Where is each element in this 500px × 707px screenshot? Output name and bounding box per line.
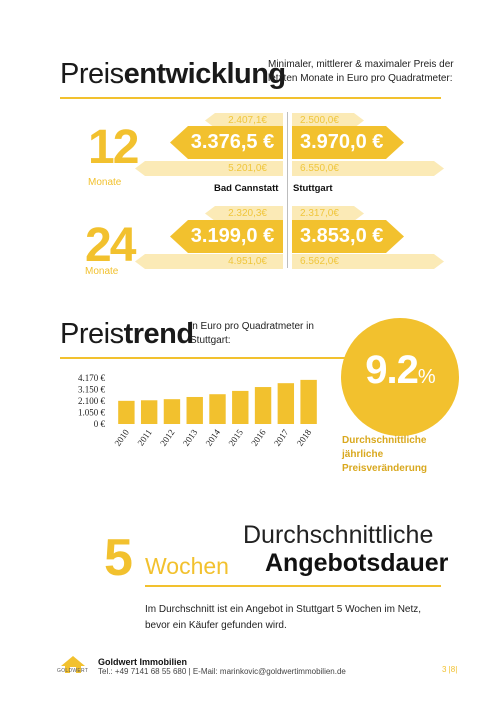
city-label-bad-cannstatt: Bad Cannstatt — [214, 183, 279, 194]
column-divider — [287, 112, 288, 268]
logo-text: GOLDWERT — [57, 668, 89, 674]
section-divider — [60, 357, 360, 359]
duration-unit: Wochen — [145, 553, 229, 579]
period-number-24: 24 — [85, 219, 136, 272]
y-tick-label: 4.170 € — [78, 373, 106, 383]
stuttgart-max-12: 6.550,0€ — [292, 161, 444, 176]
city-label-stuttgart: Stuttgart — [293, 183, 333, 194]
bad-cannstatt-min-24: 2.320,3€ — [205, 206, 283, 221]
footer-contact[interactable]: Tel.: +49 7141 68 55 680 | E-Mail: marin… — [98, 667, 346, 676]
y-tick-label: 2.100 € — [78, 396, 106, 406]
period-unit: Monate — [88, 177, 122, 188]
price-trend-chart: 4.170 €3.150 € 2.100 €1.050 € 0 € 2010 2011 2… — [78, 373, 317, 448]
bar-2018 — [300, 379, 317, 424]
stuttgart-max-24: 6.562,0€ — [292, 254, 444, 269]
bad-cannstatt-min-12: 2.407,1€ — [205, 113, 283, 128]
section-subtitle: Minimaler, mittlerer & maximaler Preis d… — [268, 59, 454, 84]
bar-2010 — [118, 400, 135, 424]
title-light: Preis — [60, 58, 124, 90]
bar-2015 — [232, 390, 249, 424]
y-tick-label: 3.150 € — [78, 384, 106, 394]
period-number-12: 12 — [88, 121, 139, 174]
x-tick-label: 2012 — [158, 427, 177, 447]
y-tick-label: 0 € — [94, 419, 106, 429]
bar-2016 — [254, 387, 272, 424]
stuttgart-min-12: 2.500,0€ — [292, 113, 364, 128]
percent-circle — [341, 318, 459, 436]
section-subtitle: in Euro pro Quadratmeter in Stuttgart: — [190, 321, 314, 346]
x-tick-label: 2017 — [272, 427, 291, 448]
x-tick-label: 2016 — [249, 427, 268, 448]
percent-value: 9.2% — [341, 348, 459, 393]
circle-caption-line: Preisveränderung — [342, 463, 428, 474]
x-tick-label: 2014 — [204, 427, 223, 448]
percent-sign: % — [417, 366, 436, 388]
circle-caption-line: jährliche — [342, 449, 384, 460]
bar-2012 — [163, 399, 181, 424]
bar-2017 — [277, 383, 295, 424]
section-title-preistrend: Preistrend — [60, 318, 194, 351]
footer-company: Goldwert Immobilien — [98, 657, 188, 667]
stuttgart-mean-24: 3.853,0 € — [292, 220, 404, 253]
x-tick-label: 2015 — [226, 427, 245, 448]
stuttgart-mean-12: 3.970,0 € — [292, 126, 404, 159]
duration-number: 5 — [104, 529, 133, 587]
percent-number: 9.2 — [365, 348, 419, 392]
bad-cannstatt-mean-12: 3.376,5 € — [170, 126, 283, 159]
section-divider — [60, 97, 441, 99]
y-tick-label: 1.050 € — [78, 407, 106, 417]
bad-cannstatt-mean-24: 3.199,0 € — [170, 220, 283, 253]
circle-caption-line: Durchschnittliche — [342, 435, 427, 446]
x-tick-label: 2010 — [113, 427, 132, 448]
duration-description: Im Durchschnitt ist ein Angebot in Stutt… — [145, 604, 422, 631]
page-number: 3 |8| — [442, 665, 458, 674]
section-title-preisentwicklung: Preisentwicklung — [60, 58, 286, 91]
stuttgart-min-24: 2.317,0€ — [292, 206, 364, 221]
bar-2013 — [186, 396, 203, 424]
section-divider — [145, 585, 441, 587]
title-bold: trend — [123, 318, 195, 350]
duration-heading-line2: Angebotsdauer — [265, 549, 449, 577]
duration-heading-line1: Durchschnittliche — [243, 521, 434, 549]
bad-cannstatt-max-24: 4.951,0€ — [135, 254, 283, 269]
goldwert-logo — [61, 656, 85, 673]
title-light: Preis — [60, 318, 124, 350]
bad-cannstatt-max-12: 5.201,0€ — [135, 161, 283, 176]
x-tick-label: 2011 — [135, 427, 153, 447]
period-unit: Monate — [85, 266, 119, 277]
x-tick-label: 2013 — [181, 427, 200, 448]
title-bold: entwicklung — [123, 58, 287, 90]
circle-caption: Durchschnittliche jährliche Preisverände… — [342, 434, 462, 476]
bar-2014 — [209, 394, 226, 424]
x-tick-label: 2018 — [295, 427, 314, 448]
bar-2011 — [140, 400, 158, 424]
